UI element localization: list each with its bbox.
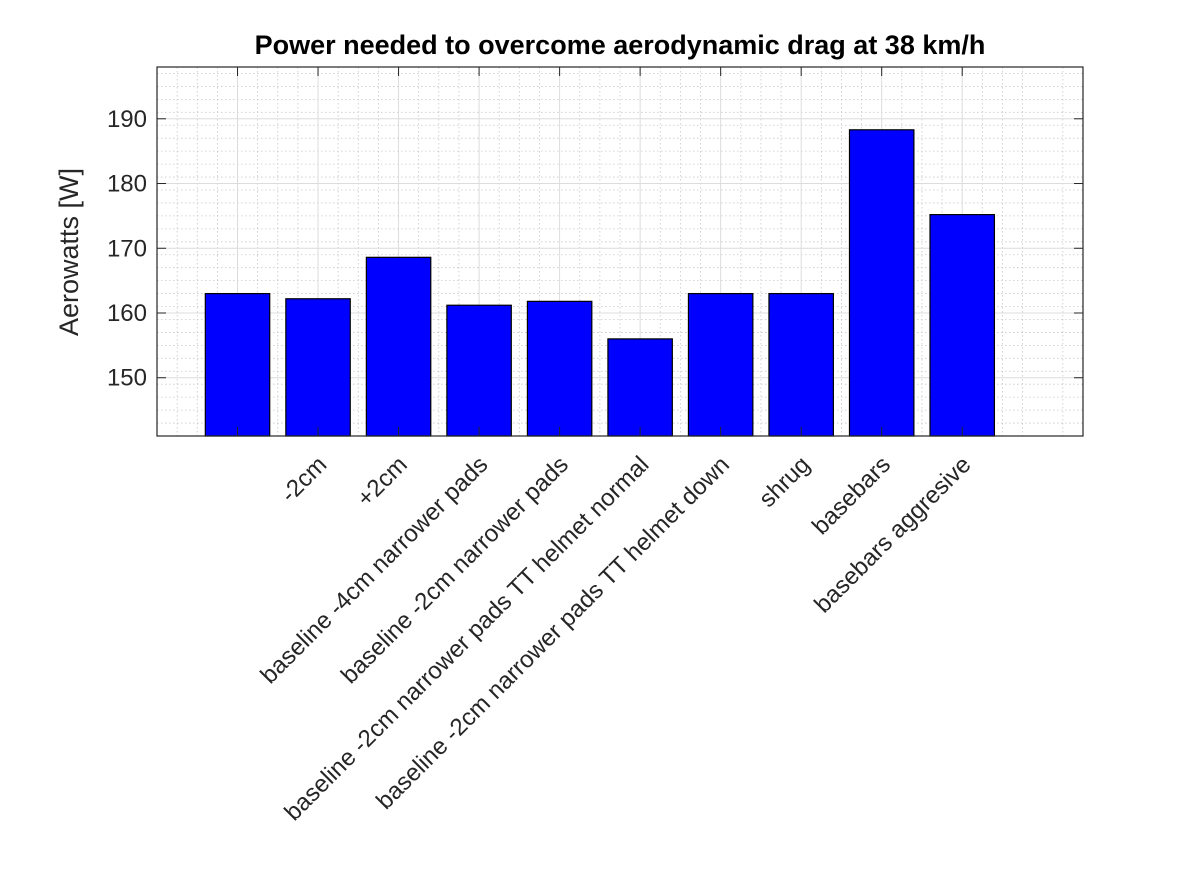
x-tick-label: shrug xyxy=(754,451,816,513)
bar xyxy=(929,214,996,437)
bar xyxy=(526,300,593,437)
y-tick-label: 160 xyxy=(107,300,147,327)
y-axis-label: Aerowatts [W] xyxy=(54,168,84,336)
bar xyxy=(768,292,834,437)
y-tick-labels: 150 160 170 180 190 xyxy=(107,106,147,392)
y-tick-label: 170 xyxy=(107,235,147,262)
y-tick-label: 150 xyxy=(107,365,147,392)
bar xyxy=(285,298,351,437)
bar xyxy=(687,292,754,437)
axes-box xyxy=(156,66,1084,437)
bar xyxy=(365,256,432,437)
bar xyxy=(607,338,673,437)
x-tick-label: baseline -2cm narrower pads TT helmet no… xyxy=(279,451,654,826)
bar xyxy=(204,292,271,437)
x-tick-label: +2cm xyxy=(352,451,413,512)
bars xyxy=(204,129,996,437)
y-tick-label: 180 xyxy=(107,171,147,198)
tick-marks xyxy=(157,67,1083,436)
bar xyxy=(848,129,915,437)
x-tick-label: -2cm xyxy=(275,451,332,508)
y-tick-label: 190 xyxy=(107,106,147,133)
chart-title: Power needed to overcome aerodynamic dra… xyxy=(255,30,986,60)
bar xyxy=(446,304,512,437)
x-tick-label: basebars aggresive xyxy=(809,451,976,618)
